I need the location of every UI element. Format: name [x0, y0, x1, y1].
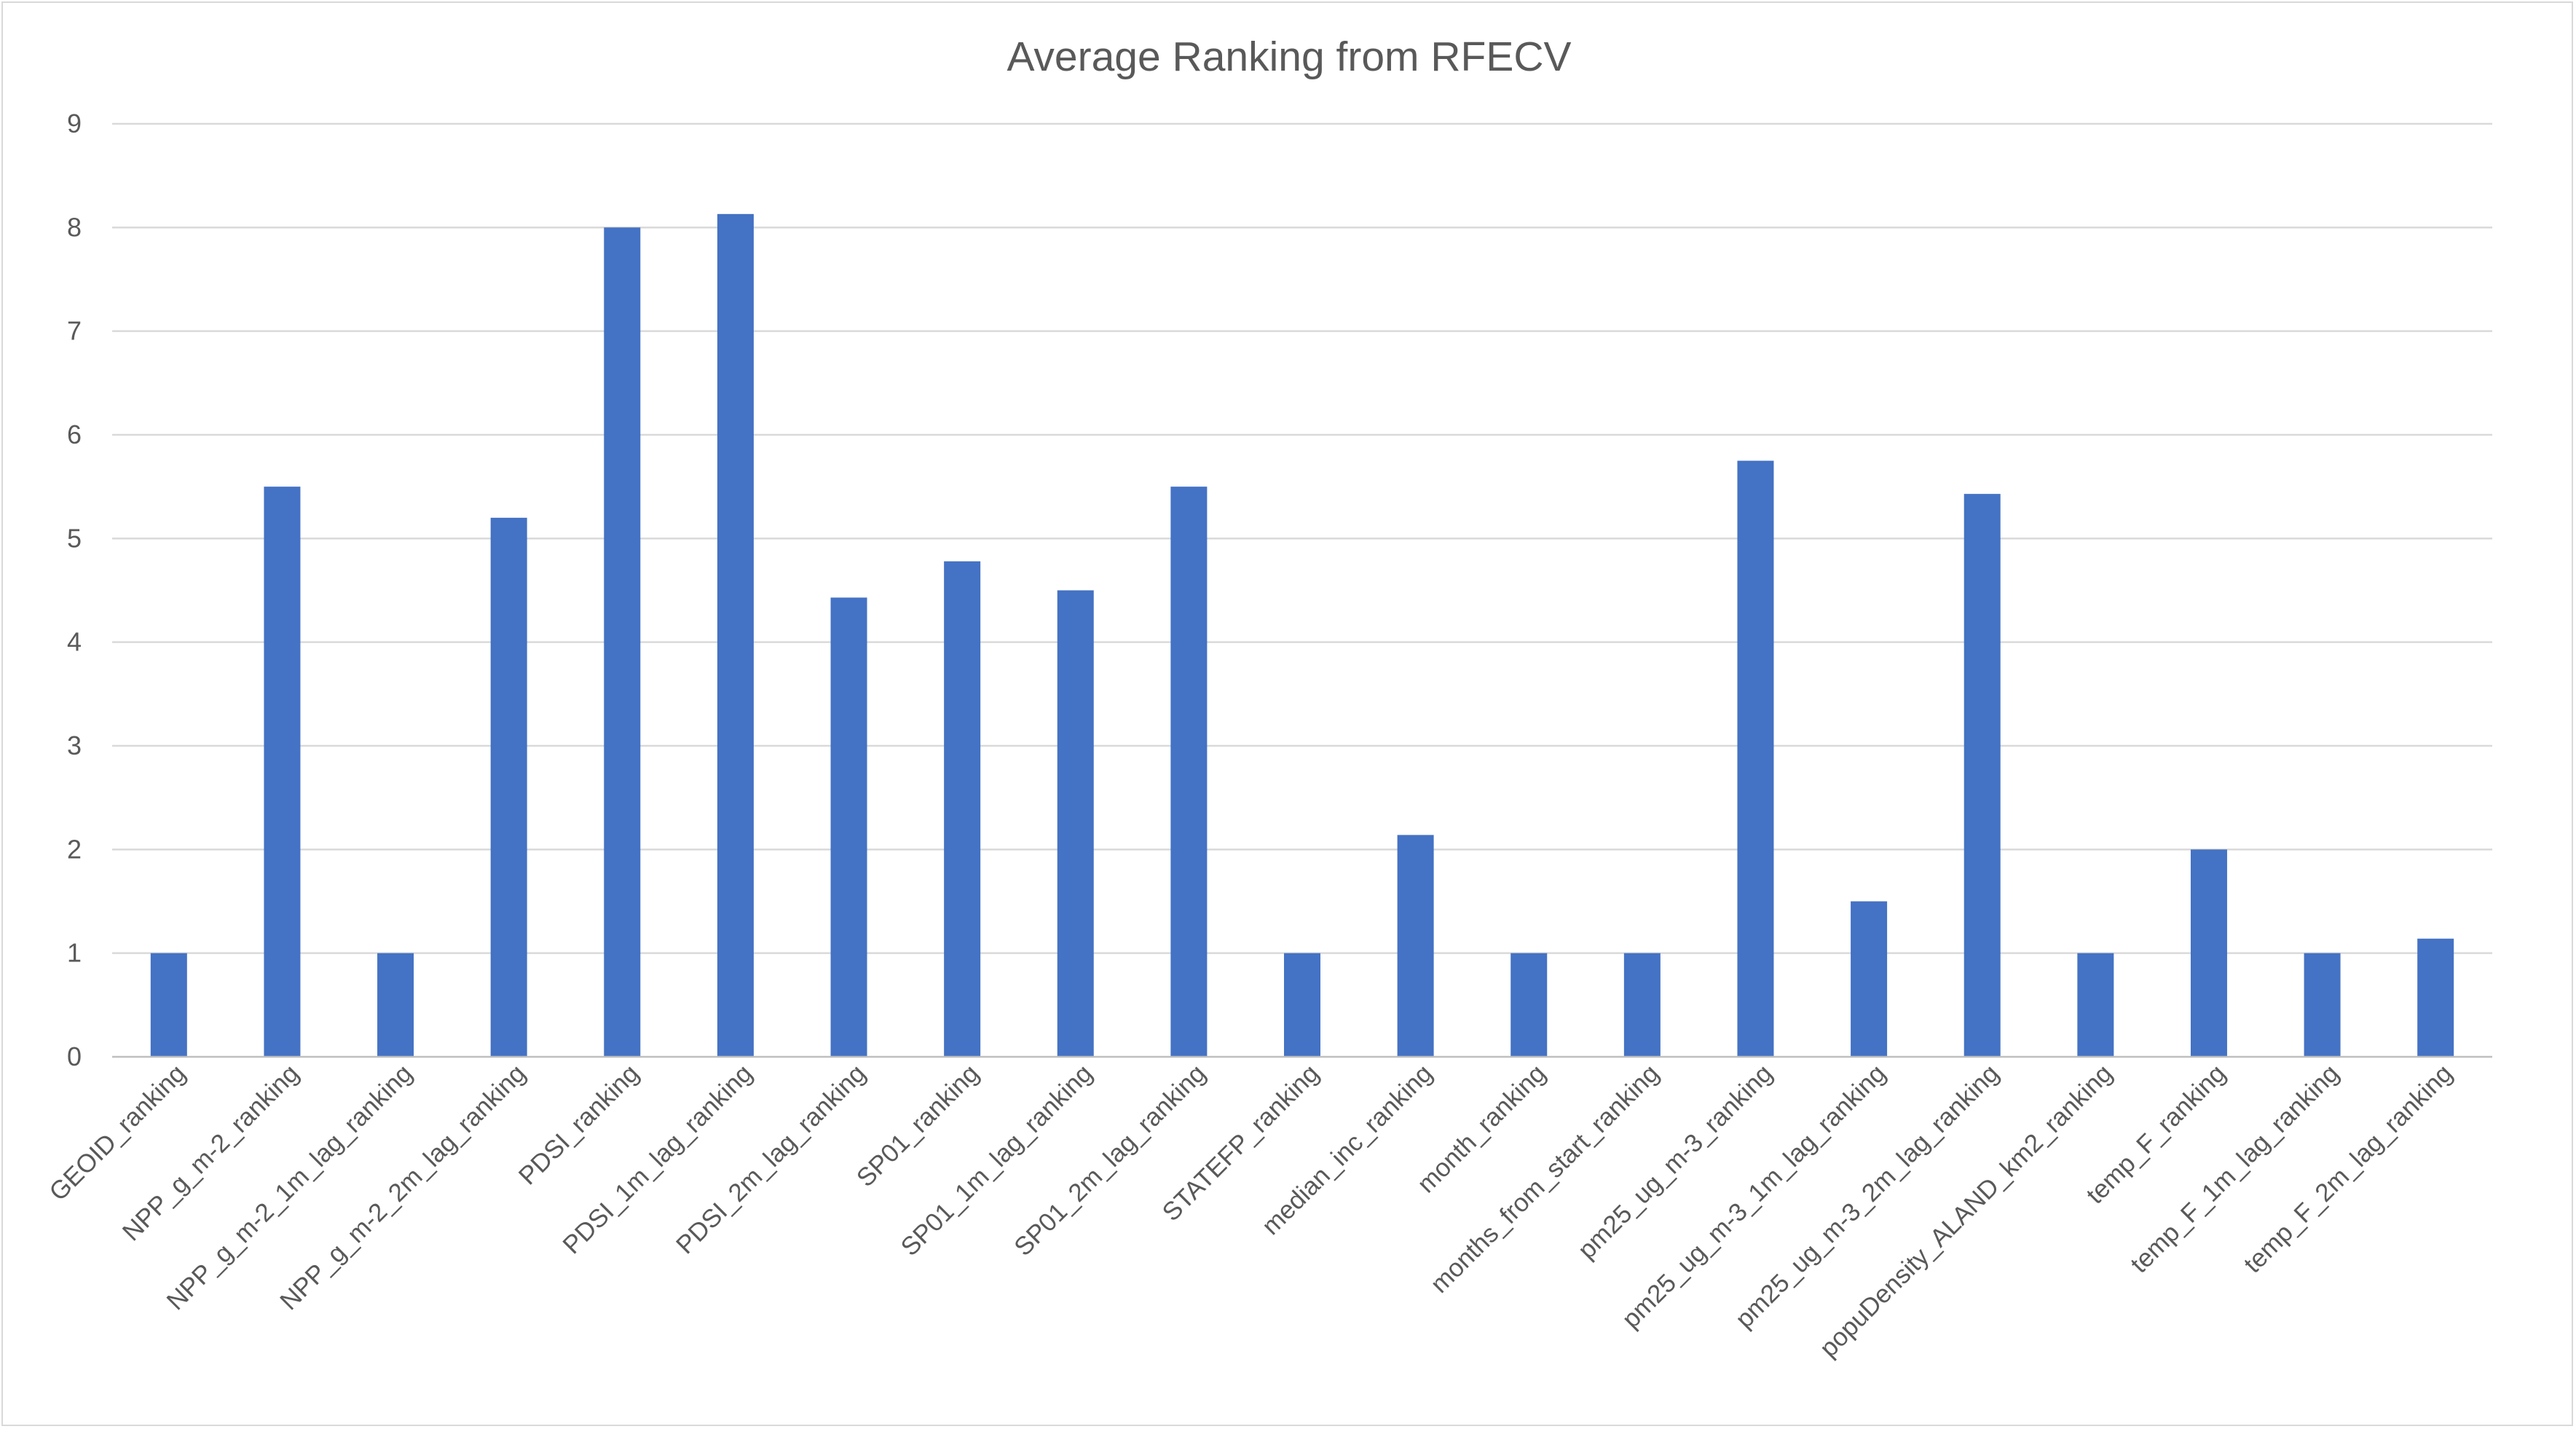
chart-title: Average Ranking from RFECV [1007, 34, 1571, 80]
bars [150, 213, 2454, 1058]
x-category-label: PDSI_ranking [513, 1059, 645, 1190]
x-axis-category-labels: GEOID_rankingNPP_g_m-2_rankingNPP_g_m-2_… [44, 1059, 2458, 1363]
x-category-label: SP01_2m_lag_ranking [1009, 1059, 1211, 1261]
bar-20 [2417, 938, 2454, 1057]
bar-8 [1057, 590, 1094, 1057]
gridlines [112, 122, 2492, 954]
bar-16 [1963, 494, 2001, 1057]
y-tick-label: 8 [67, 212, 82, 242]
bar-17 [2077, 953, 2114, 1057]
x-category-label: temp_F_1m_lag_ranking [2125, 1059, 2344, 1278]
bar-18 [2190, 849, 2227, 1057]
y-axis-tick-labels: 0 1 2 3 4 5 6 7 8 9 [67, 109, 82, 1071]
bar-7 [944, 561, 981, 1057]
x-category-label: PDSI_1m_lag_ranking [557, 1059, 757, 1259]
bar-chart: Average Ranking from RFECV 0 1 2 3 4 5 6 7 8 9 GE… [44, 34, 2492, 1363]
bar-10 [1284, 953, 1320, 1057]
bar-11 [1397, 835, 1434, 1057]
bar-4 [604, 227, 641, 1057]
y-tick-label: 6 [67, 420, 82, 449]
x-category-label: NPP_g_m-2_1m_lag_ranking [161, 1059, 417, 1315]
x-category-label: PDSI_2m_lag_ranking [671, 1059, 871, 1259]
bar-9 [1170, 487, 1208, 1057]
bar-6 [830, 597, 867, 1057]
bar-5 [717, 213, 754, 1058]
y-tick-label: 9 [67, 109, 82, 138]
y-tick-label: 3 [67, 731, 82, 760]
x-category-label: NPP_g_m-2_2m_lag_ranking [275, 1059, 531, 1315]
x-category-label: temp_F_2m_lag_ranking [2238, 1059, 2457, 1278]
bar-12 [1510, 953, 1548, 1057]
y-tick-label: 2 [67, 834, 82, 864]
x-category-label: pm25_ug_m-3_ranking [1572, 1059, 1778, 1264]
y-tick-label: 4 [67, 627, 82, 657]
bar-3 [490, 517, 527, 1057]
x-category-label: SP01_1m_lag_ranking [895, 1059, 1098, 1261]
bar-13 [1623, 953, 1661, 1057]
y-tick-label: 7 [67, 316, 82, 346]
bar-2 [377, 953, 414, 1057]
y-tick-label: 0 [67, 1042, 82, 1071]
x-category-label: months_from_start_ranking [1425, 1059, 1665, 1299]
y-tick-label: 5 [67, 523, 82, 553]
bar-15 [1851, 901, 1888, 1057]
bar-1 [264, 487, 301, 1057]
bar-0 [150, 953, 187, 1057]
y-tick-label: 1 [67, 938, 82, 968]
bar-14 [1737, 460, 1774, 1057]
bar-19 [2304, 953, 2341, 1057]
